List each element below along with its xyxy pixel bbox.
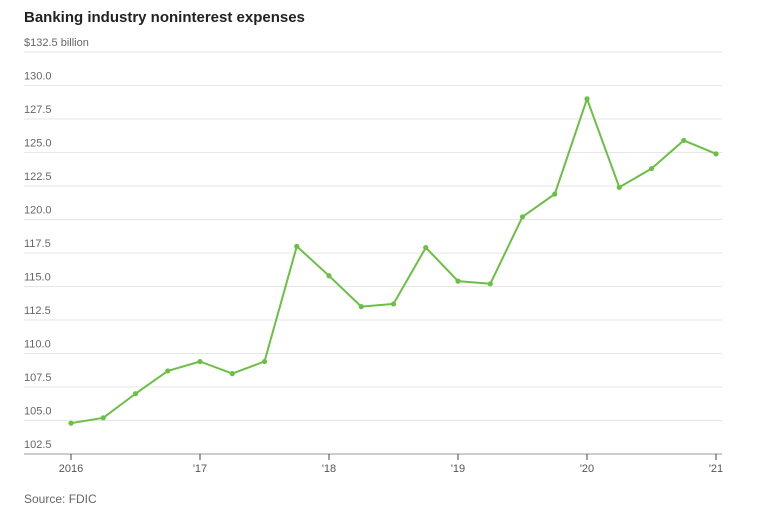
data-point [616, 184, 622, 190]
y-tick-label: $132.5 billion [24, 37, 89, 49]
y-tick-label: 117.5 [24, 238, 51, 250]
x-tick-label: 2016 [59, 463, 83, 475]
y-tick-label: 115.0 [24, 272, 51, 284]
chart-title: Banking industry noninterest expenses [24, 9, 305, 26]
data-point [165, 368, 171, 374]
data-point [713, 151, 719, 157]
data-point [519, 214, 526, 220]
x-tick-label: '18 [322, 463, 336, 475]
y-tick-label: 120.0 [24, 205, 52, 217]
data-point [552, 191, 558, 197]
y-tick-label: 110.0 [24, 339, 51, 351]
data-point [681, 137, 687, 144]
data-point [100, 415, 106, 421]
y-tick-label: 122.5 [24, 171, 52, 183]
y-tick-label: 130.0 [24, 71, 52, 83]
data-point [197, 358, 203, 365]
y-tick-label: 102.5 [24, 439, 52, 451]
data-point [487, 281, 493, 287]
x-tick-label: '17 [193, 463, 207, 475]
data-point [326, 273, 332, 279]
data-point [229, 371, 235, 377]
y-tick-label: 127.5 [24, 104, 52, 116]
data-point [261, 358, 268, 365]
data-point [455, 278, 461, 284]
data-point [423, 245, 429, 251]
y-tick-label: 105.0 [24, 406, 52, 418]
data-point [390, 301, 397, 307]
series-line [70, 97, 717, 425]
x-tick-label: '21 [709, 463, 723, 475]
source-note: Source: FDIC [24, 492, 97, 506]
y-tick-label: 112.5 [24, 305, 51, 317]
data-point [68, 420, 74, 426]
data-point [358, 304, 364, 310]
y-tick-label: 107.5 [24, 372, 52, 384]
data-point [294, 243, 300, 249]
data-point [648, 165, 655, 172]
data-point [132, 391, 139, 397]
x-tick-label: '19 [451, 463, 465, 475]
data-point [584, 96, 590, 102]
x-tick-label: '20 [580, 463, 594, 475]
y-tick-label: 125.0 [24, 138, 52, 150]
